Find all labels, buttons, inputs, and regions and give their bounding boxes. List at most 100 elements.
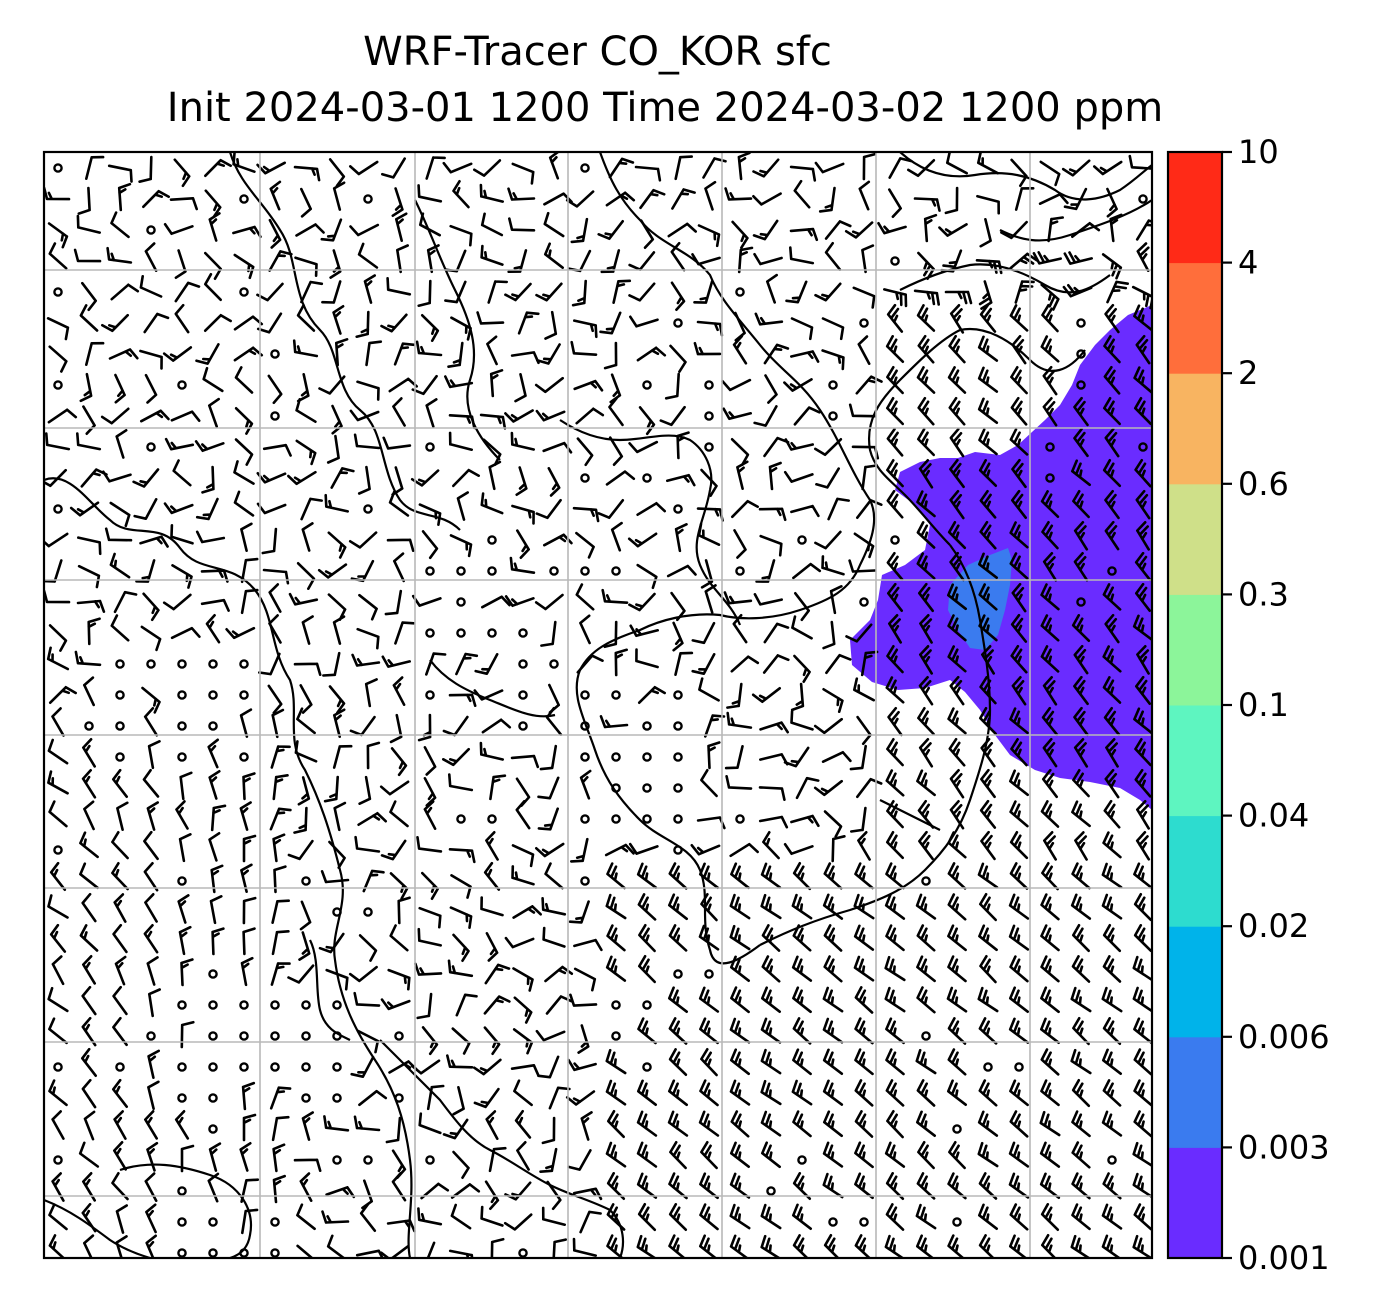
wind-barb-calm	[456, 597, 466, 607]
wind-barb	[241, 1081, 256, 1111]
wind-barb	[1040, 924, 1060, 952]
wind-barb	[822, 1048, 844, 1075]
wind-barb	[1071, 1079, 1091, 1108]
colorbar-segment	[1168, 926, 1222, 1038]
wind-barb	[1071, 614, 1091, 642]
coastline-segment	[559, 419, 713, 491]
wind-barb	[700, 893, 718, 922]
wind-barb	[139, 349, 163, 370]
wind-barb	[795, 776, 820, 800]
wind-barb	[668, 1017, 688, 1045]
wind-barb	[1042, 397, 1058, 427]
wind-barb	[349, 223, 380, 237]
wind-barb-calm	[146, 1031, 156, 1041]
wind-barb	[636, 346, 667, 362]
wind-barb	[1040, 893, 1060, 921]
wind-barb	[51, 1172, 65, 1202]
wind-barb	[444, 375, 474, 389]
wind-barb	[1136, 521, 1150, 551]
wind-barb	[978, 428, 998, 456]
wind-barb-calm	[425, 690, 435, 700]
wind-barb	[328, 158, 346, 188]
wind-barb	[48, 800, 68, 828]
wind-barb	[1041, 1234, 1057, 1258]
wind-barb	[242, 834, 257, 863]
wind-barb	[792, 862, 812, 891]
wind-barb	[256, 282, 284, 302]
wind-barb	[691, 621, 716, 645]
wind-barb	[242, 1113, 257, 1142]
wind-barb	[116, 801, 129, 831]
wind-barb	[1071, 1110, 1091, 1138]
wind-barb	[580, 1111, 593, 1141]
wind-barb-calm	[487, 814, 497, 824]
map-area	[44, 152, 1152, 1258]
wind-barb	[822, 1172, 844, 1199]
wind-barb	[1072, 769, 1090, 798]
wind-barb	[1102, 645, 1122, 673]
wind-barb	[480, 492, 504, 515]
wind-barb	[389, 713, 403, 744]
wind-barb	[857, 831, 871, 861]
wind-barb-calm	[301, 1093, 311, 1103]
wind-barb	[392, 397, 406, 427]
wind-barb	[109, 552, 131, 579]
wind-barb	[977, 152, 999, 175]
wind-barb	[885, 1048, 905, 1076]
wind-barb-calm	[146, 442, 156, 452]
wind-barb	[831, 835, 846, 863]
wind-barb-calm	[456, 628, 466, 638]
wind-barb	[195, 343, 220, 365]
wind-barb	[637, 893, 657, 921]
wind-barb	[789, 165, 817, 182]
wind-barb	[317, 563, 348, 579]
wind-barb	[1062, 284, 1093, 298]
wind-barb	[853, 893, 875, 920]
colorbar-tick-label: 0.02	[1238, 907, 1309, 945]
wind-barb	[1102, 676, 1122, 704]
wind-barb-calm	[642, 814, 652, 824]
wind-barb	[886, 645, 904, 674]
wind-barb	[76, 432, 102, 451]
wind-barb-calm	[828, 380, 838, 390]
wind-barb	[355, 1249, 384, 1258]
wind-barb	[382, 436, 412, 450]
wind-barb	[603, 341, 618, 370]
wind-barb	[410, 1059, 441, 1075]
wind-barb	[884, 955, 906, 982]
wind-barb-calm	[518, 690, 528, 700]
wind-barb	[239, 801, 252, 831]
wind-barb	[978, 1079, 998, 1107]
wind-barb	[667, 1110, 689, 1137]
wind-barb	[256, 161, 286, 175]
wind-barb	[195, 497, 219, 521]
wind-barb	[1040, 1017, 1060, 1044]
wind-barb	[606, 1234, 625, 1258]
wind-barb	[916, 1079, 936, 1107]
wind-barb	[790, 709, 814, 731]
wind-barb	[1073, 706, 1089, 737]
wind-barb	[242, 772, 256, 801]
wind-barb-calm	[611, 752, 621, 762]
wind-barb	[605, 893, 627, 920]
wind-barb	[135, 559, 156, 583]
wind-barb	[698, 986, 720, 1013]
wind-barb	[670, 241, 686, 272]
wind-barb	[753, 593, 783, 606]
wind-barb	[888, 157, 913, 179]
wind-barb	[287, 470, 317, 486]
tracer-plume-0.003	[948, 548, 1012, 650]
wind-barb	[47, 408, 78, 424]
wind-barb	[262, 443, 292, 457]
wind-barb	[46, 646, 70, 671]
wind-barb	[515, 799, 531, 830]
wind-barb-calm	[1138, 442, 1148, 452]
wind-barb	[783, 470, 814, 483]
wind-barb	[418, 906, 442, 929]
wind-barb	[918, 459, 934, 489]
wind-barb	[948, 737, 966, 767]
wind-barb	[112, 985, 128, 1016]
wind-barb	[814, 282, 842, 302]
wind-barb	[425, 398, 438, 428]
wind-barb	[51, 1110, 65, 1140]
